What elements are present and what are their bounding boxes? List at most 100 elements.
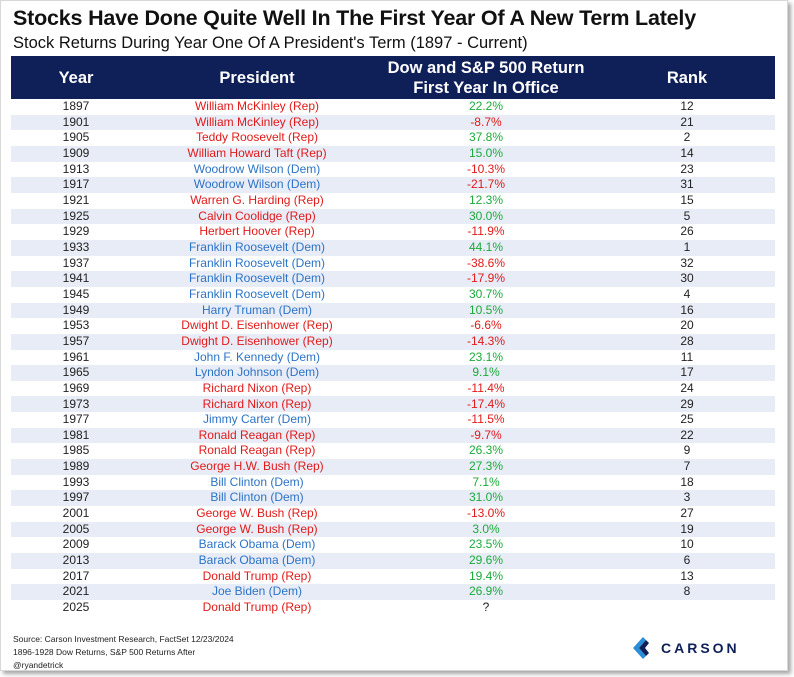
return-cell: 37.8% bbox=[468, 130, 504, 145]
table-row: 1949 Harry Truman (Dem) 10.5% 16 bbox=[11, 302, 775, 319]
return-cell: -11.5% bbox=[467, 412, 505, 427]
year-cell: 2005 bbox=[62, 521, 90, 536]
year-cell: 2025 bbox=[62, 600, 90, 615]
table-row: 2001 George W. Bush (Rep) -13.0% 27 bbox=[11, 506, 775, 522]
year-cell: 1897 bbox=[62, 99, 90, 114]
rank-cell: 8 bbox=[683, 584, 691, 599]
rank-cell: 9 bbox=[683, 443, 691, 458]
return-cell: -11.4% bbox=[467, 380, 505, 395]
year-cell: 1929 bbox=[62, 224, 90, 239]
rank-cell: 18 bbox=[680, 474, 694, 489]
return-cell: -14.3% bbox=[466, 333, 506, 348]
year-cell: 2021 bbox=[62, 584, 90, 599]
return-cell: 26.3% bbox=[468, 443, 504, 458]
year-cell: 2017 bbox=[62, 568, 90, 583]
president-cell: Ronald Reagan (Rep) bbox=[198, 427, 316, 442]
return-cell: 12.3% bbox=[468, 192, 504, 207]
table-row: 1921 Warren G. Harding (Rep) 12.3% 15 bbox=[11, 193, 775, 209]
header-rank: Rank bbox=[666, 68, 708, 87]
table-row: 2021 Joe Biden (Dem) 26.9% 8 bbox=[11, 584, 775, 600]
year-cell: 1925 bbox=[62, 208, 90, 223]
president-cell: Calvin Coolidge (Rep) bbox=[198, 208, 316, 223]
president-cell: Joe Biden (Dem) bbox=[211, 584, 303, 599]
year-cell: 1961 bbox=[62, 349, 90, 364]
year-cell: 1957 bbox=[62, 333, 90, 348]
footer-handle: @ryandetrick bbox=[13, 660, 64, 670]
table-row: 1957 Dwight D. Eisenhower (Rep) -14.3% 28 bbox=[11, 333, 775, 350]
footer-note: 1896-1928 Dow Returns, S&P 500 Returns A… bbox=[13, 647, 196, 657]
president-cell: Dwight D. Eisenhower (Rep) bbox=[181, 318, 333, 333]
table-row: 1969 Richard Nixon (Rep) -11.4% 24 bbox=[11, 381, 775, 397]
year-cell: 1905 bbox=[62, 130, 90, 145]
table-row: 1993 Bill Clinton (Dem) 7.1% 18 bbox=[11, 475, 775, 491]
return-cell: -8.7% bbox=[470, 114, 502, 129]
table-row: 1905 Teddy Roosevelt (Rep) 37.8% 2 bbox=[11, 130, 775, 146]
return-cell: 31.0% bbox=[468, 490, 504, 505]
carson-logo-text: CARSON bbox=[661, 640, 740, 656]
return-cell: -17.4% bbox=[466, 396, 506, 411]
year-cell: 1901 bbox=[62, 114, 90, 129]
year-cell: 1917 bbox=[62, 177, 90, 192]
year-cell: 1945 bbox=[62, 286, 90, 301]
rank-cell: 31 bbox=[680, 177, 694, 192]
return-cell: 29.6% bbox=[468, 553, 504, 568]
rank-cell: 25 bbox=[680, 412, 694, 427]
table-row: 2009 Barack Obama (Dem) 23.5% 10 bbox=[11, 537, 775, 553]
president-cell: Lyndon Johnson (Dem) bbox=[194, 365, 320, 380]
year-cell: 1913 bbox=[62, 161, 90, 176]
year-cell: 2013 bbox=[62, 553, 90, 568]
year-cell: 1949 bbox=[62, 302, 90, 317]
header-president: President bbox=[219, 68, 295, 87]
header-year: Year bbox=[58, 68, 94, 87]
return-cell: 15.0% bbox=[468, 146, 504, 160]
return-cell: -6.6% bbox=[470, 318, 502, 333]
president-cell: George W. Bush (Rep) bbox=[196, 521, 318, 536]
return-cell: 10.5% bbox=[468, 302, 504, 317]
return-cell: -10.3% bbox=[466, 161, 506, 176]
rank-cell: 13 bbox=[680, 568, 694, 583]
year-cell: 1953 bbox=[62, 318, 90, 333]
rank-cell: 12 bbox=[680, 99, 694, 114]
return-cell: -9.7% bbox=[470, 427, 502, 442]
carson-logo-icon bbox=[633, 637, 649, 659]
president-cell: George H.W. Bush (Rep) bbox=[190, 459, 324, 474]
year-cell: 2009 bbox=[62, 537, 90, 552]
table-row: 1973 Richard Nixon (Rep) -17.4% 29 bbox=[11, 396, 775, 413]
rank-cell: 16 bbox=[680, 302, 694, 317]
page-title: Stocks Have Done Quite Well In The First… bbox=[13, 6, 696, 30]
president-cell: Richard Nixon (Rep) bbox=[202, 396, 312, 411]
table-row: 1961 John F. Kennedy (Dem) 23.1% 11 bbox=[11, 350, 775, 366]
table-header-row: Year President Dow and S&P 500 Return Fi… bbox=[11, 56, 775, 99]
year-cell: 1941 bbox=[62, 271, 90, 286]
return-cell: -21.7% bbox=[466, 177, 506, 192]
rank-cell: 17 bbox=[680, 365, 694, 380]
president-cell: Woodrow Wilson (Dem) bbox=[193, 177, 321, 192]
table-row: 1953 Dwight D. Eisenhower (Rep) -6.6% 20 bbox=[11, 318, 775, 334]
president-cell: Teddy Roosevelt (Rep) bbox=[195, 130, 319, 145]
table-row: 1929 Herbert Hoover (Rep) -11.9% 26 bbox=[11, 224, 775, 240]
year-cell: 1989 bbox=[62, 459, 90, 474]
year-cell: 1973 bbox=[62, 396, 90, 411]
president-cell: Barack Obama (Dem) bbox=[198, 537, 316, 552]
year-cell: 1985 bbox=[62, 443, 90, 458]
year-cell: 1965 bbox=[62, 365, 90, 380]
return-cell: 22.2% bbox=[468, 99, 504, 114]
return-cell: -17.9% bbox=[466, 271, 506, 286]
header-return-line2: First Year In Office bbox=[413, 78, 559, 97]
return-cell: 30.0% bbox=[468, 208, 504, 223]
president-cell: Barack Obama (Dem) bbox=[198, 553, 316, 568]
table-row: 2005 George W. Bush (Rep) 3.0% 19 bbox=[11, 521, 775, 538]
year-cell: 1937 bbox=[62, 255, 90, 270]
year-cell: 1997 bbox=[62, 490, 90, 505]
table-row: 1941 Franklin Roosevelt (Dem) -17.9% 30 bbox=[11, 271, 775, 287]
rank-cell: 22 bbox=[680, 427, 694, 442]
president-cell: John F. Kennedy (Dem) bbox=[193, 349, 321, 364]
returns-table: Year President Dow and S&P 500 Return Fi… bbox=[11, 56, 775, 616]
page-subtitle: Stock Returns During Year One Of A Presi… bbox=[13, 34, 528, 52]
table-row: 1985 Ronald Reagan (Rep) 26.3% 9 bbox=[11, 443, 775, 459]
president-cell: William McKinley (Rep) bbox=[194, 114, 319, 129]
rank-cell: 11 bbox=[680, 349, 694, 364]
president-cell: Bill Clinton (Dem) bbox=[210, 474, 304, 489]
rank-cell: 24 bbox=[680, 380, 694, 395]
president-cell: Donald Trump (Rep) bbox=[202, 568, 312, 583]
